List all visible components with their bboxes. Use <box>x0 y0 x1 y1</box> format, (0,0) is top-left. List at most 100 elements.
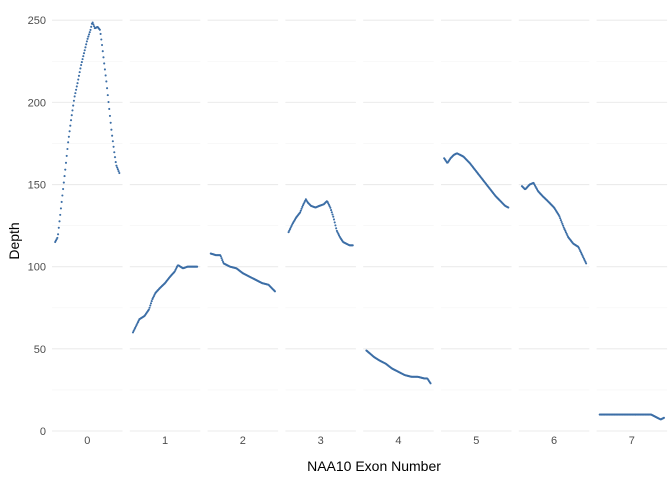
data-point <box>78 71 81 74</box>
data-point <box>63 175 66 178</box>
data-point <box>98 28 101 31</box>
data-point <box>585 262 588 265</box>
data-point <box>107 100 110 104</box>
data-point <box>111 134 114 137</box>
y-axis-ticks: 0 50 100 150 200 250 <box>28 15 46 438</box>
data-point <box>118 171 121 175</box>
data-point <box>59 207 62 210</box>
x-tick-label: 4 <box>395 435 401 447</box>
data-point <box>74 92 77 95</box>
data-point <box>84 46 87 49</box>
x-tick-label: 3 <box>318 435 324 447</box>
data-point <box>56 236 59 239</box>
data-point <box>112 145 115 148</box>
data-point <box>109 121 112 124</box>
data-point <box>58 220 61 223</box>
data-point <box>558 215 561 218</box>
data-point <box>67 135 70 138</box>
data-point <box>147 308 150 311</box>
data-point <box>105 80 108 83</box>
data-point <box>559 217 562 220</box>
data-point <box>82 55 85 58</box>
data-point <box>331 213 334 216</box>
data-point <box>221 259 224 262</box>
data-point <box>300 207 303 210</box>
data-point <box>64 161 68 164</box>
x-tick-label: 0 <box>84 435 90 447</box>
data-point <box>562 226 565 229</box>
data-point <box>83 49 86 52</box>
data-point <box>72 99 75 102</box>
y-tick-label: 100 <box>28 262 46 274</box>
data-point <box>330 211 333 214</box>
data-point <box>196 265 199 268</box>
data-point <box>69 124 72 127</box>
data-point <box>76 82 79 85</box>
data-point <box>106 87 109 90</box>
data-point <box>220 257 223 260</box>
data-point <box>57 233 60 236</box>
data-point <box>71 109 74 112</box>
data-point <box>328 205 331 208</box>
data-point <box>89 28 92 31</box>
data-point <box>116 166 119 169</box>
data-point <box>113 151 116 154</box>
data-point <box>85 43 88 46</box>
data-point <box>299 209 302 212</box>
data-point <box>566 234 569 237</box>
data-point <box>507 206 510 209</box>
y-tick-label: 200 <box>28 97 46 109</box>
data-points <box>54 21 665 421</box>
x-tick-label: 2 <box>240 435 246 447</box>
data-point <box>100 44 104 47</box>
data-point <box>299 211 302 214</box>
x-tick-label: 7 <box>629 435 635 447</box>
data-point <box>75 88 78 91</box>
x-tick-label: 5 <box>473 435 479 447</box>
data-point <box>62 181 65 184</box>
data-point <box>148 306 151 309</box>
data-point <box>77 74 81 77</box>
data-point <box>662 416 665 419</box>
data-point <box>86 37 89 40</box>
data-point <box>92 23 95 26</box>
data-point <box>108 114 112 117</box>
data-point <box>79 67 82 70</box>
data-point <box>72 104 75 107</box>
data-point <box>91 21 94 24</box>
data-point <box>88 31 91 34</box>
data-point <box>99 32 102 35</box>
y-axis-title: Depth <box>6 222 22 259</box>
data-point <box>335 227 338 230</box>
data-point <box>564 229 567 232</box>
data-point <box>149 302 153 305</box>
data-point <box>150 300 153 303</box>
data-point <box>60 200 63 204</box>
x-tick-label: 6 <box>551 435 557 447</box>
data-point <box>87 35 90 38</box>
data-point <box>565 232 568 235</box>
data-point <box>80 63 83 67</box>
data-point <box>329 206 332 209</box>
data-point <box>103 62 106 65</box>
data-point <box>64 168 67 171</box>
data-point <box>219 255 222 258</box>
data-point <box>149 304 152 307</box>
data-point <box>351 244 354 247</box>
data-point <box>73 95 76 98</box>
data-point <box>80 61 83 64</box>
data-point <box>111 140 114 143</box>
data-point <box>68 130 71 133</box>
data-point <box>100 38 103 41</box>
data-point <box>116 168 119 171</box>
data-point <box>113 156 117 159</box>
data-point <box>85 40 88 43</box>
data-point <box>561 222 564 225</box>
data-point <box>559 219 562 222</box>
y-tick-label: 250 <box>28 15 46 27</box>
data-point <box>560 220 563 224</box>
data-point <box>69 119 73 122</box>
data-point <box>62 187 65 191</box>
x-axis-title: NAA10 Exon Number <box>307 458 441 474</box>
